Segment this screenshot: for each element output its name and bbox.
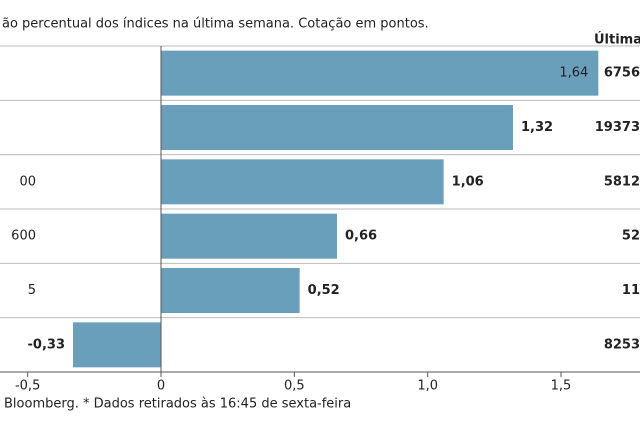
value-label: 0,52	[308, 283, 340, 298]
bar	[73, 322, 161, 368]
bar	[161, 268, 300, 313]
value-label: 1,64	[559, 66, 588, 81]
category-label: 600	[11, 229, 36, 244]
last-value: 11	[622, 283, 640, 298]
x-tick-label: 0	[157, 379, 165, 394]
x-tick-label: 1,5	[551, 379, 572, 394]
last-value: 5812	[604, 174, 640, 189]
source: Bloomberg. * Dados retirados às 16:45 de…	[4, 397, 351, 412]
value-label: 1,06	[452, 174, 484, 189]
value-label: 1,32	[521, 120, 553, 135]
last-value: 8253	[604, 337, 640, 352]
bar	[161, 105, 513, 150]
category-label: 5	[28, 283, 36, 298]
category-label: 00	[19, 174, 36, 189]
subtitle: ão percentual dos índices na última sema…	[2, 17, 429, 32]
value-label: 0,66	[345, 229, 377, 244]
bar	[161, 159, 444, 205]
x-tick-label: 0,5	[284, 379, 305, 394]
last-value: 52	[622, 229, 640, 244]
x-tick-label: 1,0	[417, 379, 438, 394]
last-value: 6756	[604, 66, 640, 81]
bar	[161, 213, 337, 259]
bar	[161, 50, 599, 96]
column-header: Última c	[594, 32, 640, 48]
last-value: 19373	[595, 120, 640, 135]
x-tick-label: -0,5	[15, 379, 40, 394]
value-label: -0,33	[28, 337, 65, 352]
